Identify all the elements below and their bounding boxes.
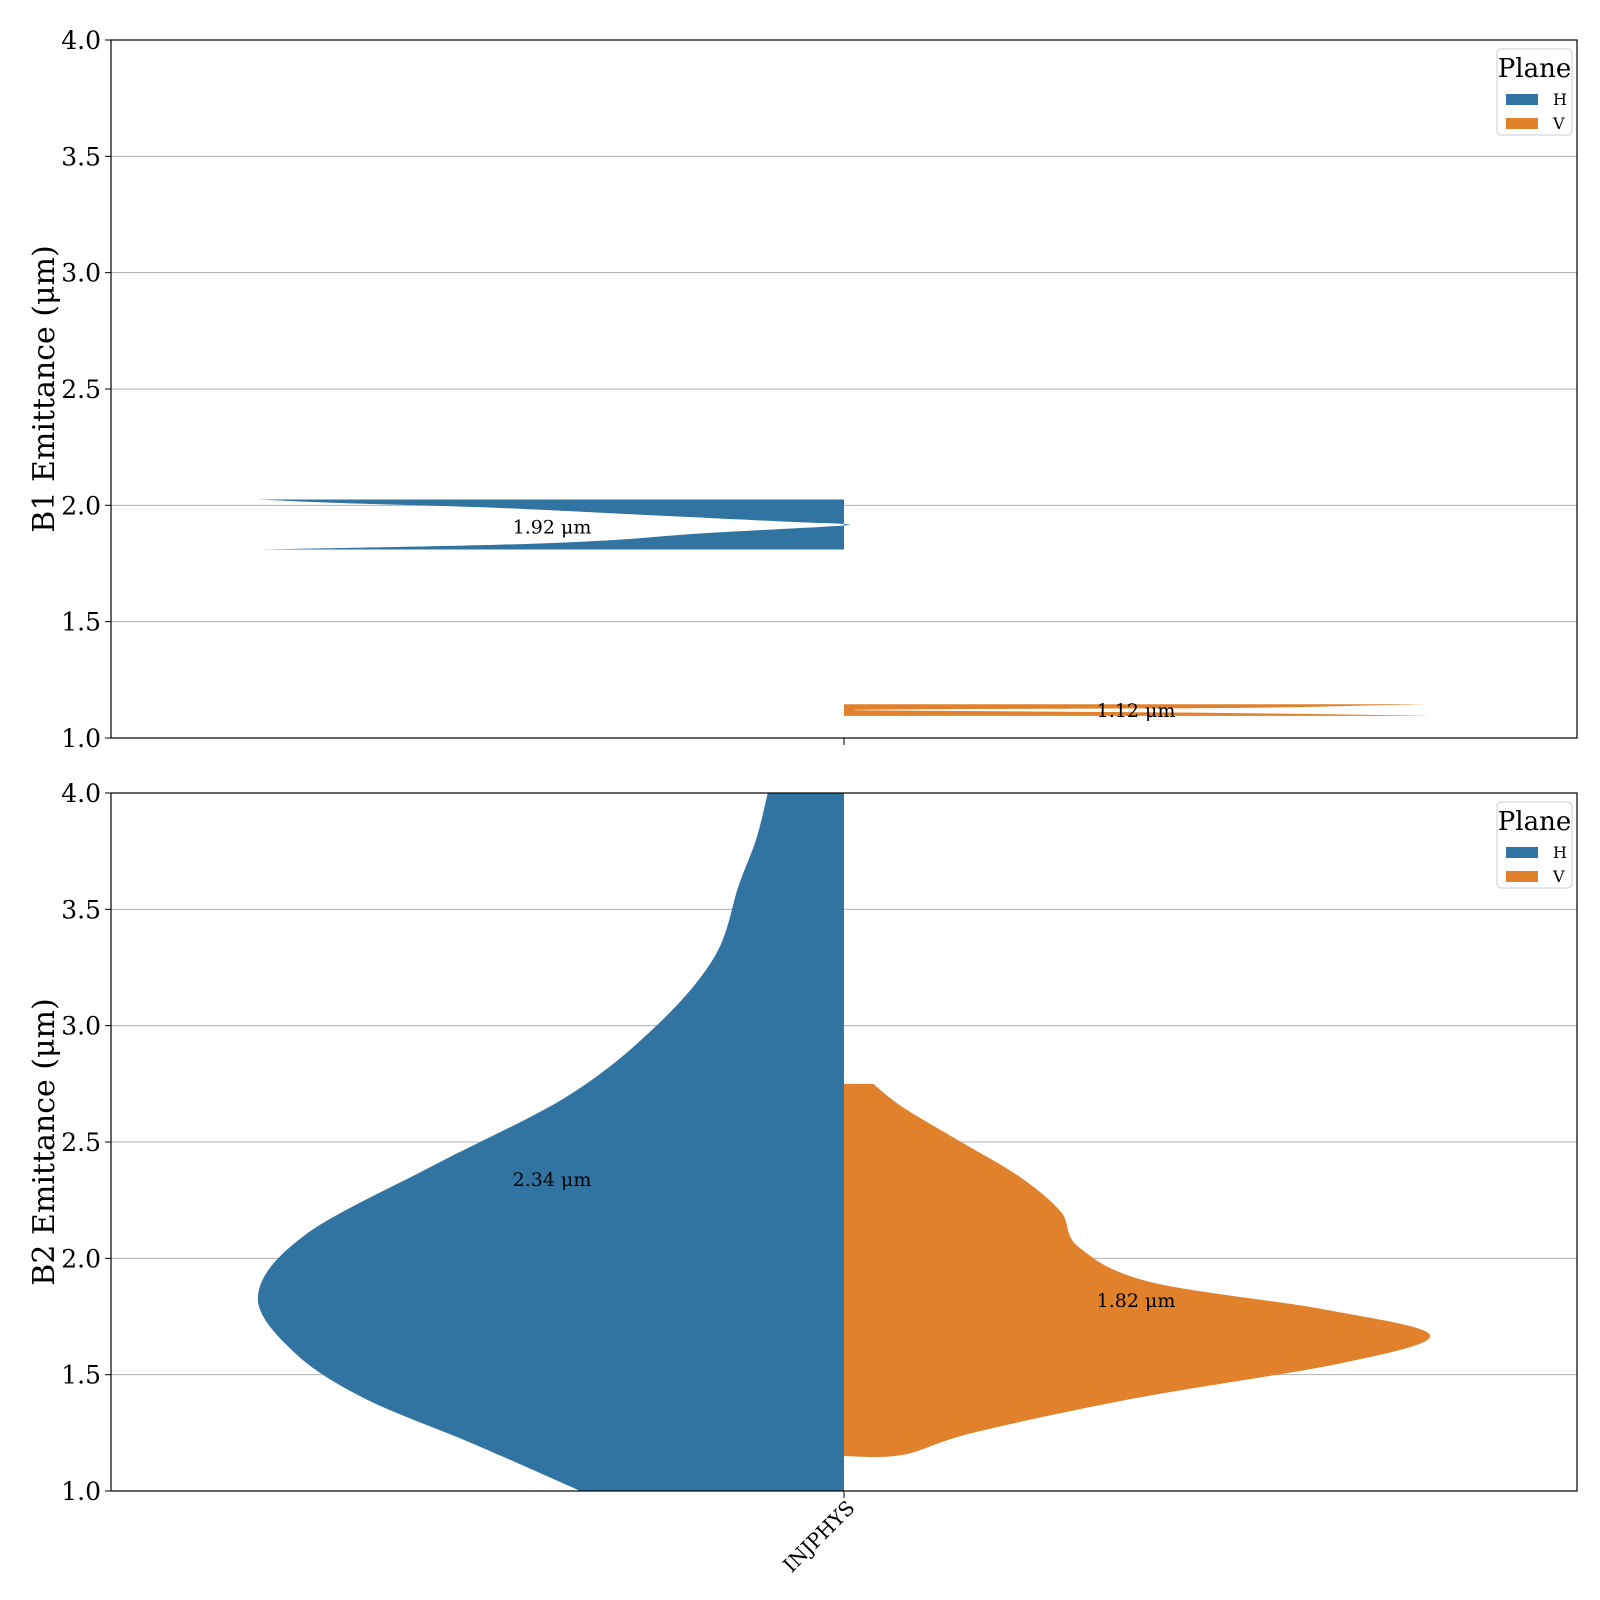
legend-swatch-v bbox=[1506, 118, 1538, 129]
y-tick-label: 2.0 bbox=[61, 1244, 101, 1273]
median-annotation-v: 1.12 μm bbox=[1097, 700, 1176, 722]
legend-box bbox=[1496, 801, 1573, 889]
legend-label-h: H bbox=[1553, 90, 1567, 109]
legend-swatch-h bbox=[1506, 94, 1538, 105]
y-tick-label: 3.5 bbox=[61, 895, 101, 924]
violin-v bbox=[844, 704, 1430, 716]
y-tick-label: 1.5 bbox=[61, 1361, 101, 1390]
legend-swatch-v bbox=[1506, 871, 1538, 882]
legend-label-v: V bbox=[1552, 867, 1565, 886]
violin-h bbox=[257, 793, 845, 1491]
y-tick-label: 1.0 bbox=[61, 724, 101, 753]
y-tick-label: 3.0 bbox=[61, 1012, 101, 1041]
y-axis-label: B1 Emittance (μm) bbox=[27, 245, 62, 532]
legend-swatch-h bbox=[1506, 847, 1538, 858]
violins bbox=[257, 793, 1431, 1491]
median-annotation-h: 1.92 μm bbox=[513, 516, 592, 538]
legend-title: Plane bbox=[1498, 54, 1571, 84]
x-tick-label: INJPHYS bbox=[778, 1496, 859, 1577]
median-annotation-h: 2.34 μm bbox=[513, 1169, 592, 1191]
legend: Plane HV bbox=[1496, 801, 1573, 889]
violins bbox=[258, 499, 1430, 716]
y-tick-label: 2.5 bbox=[61, 375, 101, 404]
legend-box bbox=[1496, 48, 1573, 136]
violin-v bbox=[844, 1083, 1431, 1457]
legend-label-v: V bbox=[1552, 114, 1565, 133]
y-tick-label: 1.0 bbox=[61, 1477, 101, 1506]
y-tick-label: 2.5 bbox=[61, 1128, 101, 1157]
panel-b2-emittance: 1.0 1.5 2.0 2.5 3.0 3.5 4.0 2.34 μm 1.82 μm B2 Em… bbox=[27, 779, 1578, 1506]
y-axis-label: B2 Emittance (μm) bbox=[27, 998, 62, 1285]
y-tick-label: 4.0 bbox=[61, 26, 101, 55]
y-tick-label: 1.5 bbox=[61, 608, 101, 637]
y-tick-label: 2.0 bbox=[61, 491, 101, 520]
legend-title: Plane bbox=[1498, 807, 1571, 837]
median-annotation-v: 1.82 μm bbox=[1097, 1290, 1176, 1312]
y-tick-label: 3.0 bbox=[61, 259, 101, 288]
y-tick-label: 4.0 bbox=[61, 779, 101, 808]
panel-b1-emittance: 1.0 1.5 2.0 2.5 3.0 3.5 4.0 1.92 μm 1.12 μm B1 Em… bbox=[27, 26, 1578, 753]
y-tick-label: 3.5 bbox=[61, 142, 101, 171]
violin-h bbox=[258, 499, 851, 550]
legend: Plane HV bbox=[1496, 48, 1573, 136]
legend-label-h: H bbox=[1553, 843, 1567, 862]
